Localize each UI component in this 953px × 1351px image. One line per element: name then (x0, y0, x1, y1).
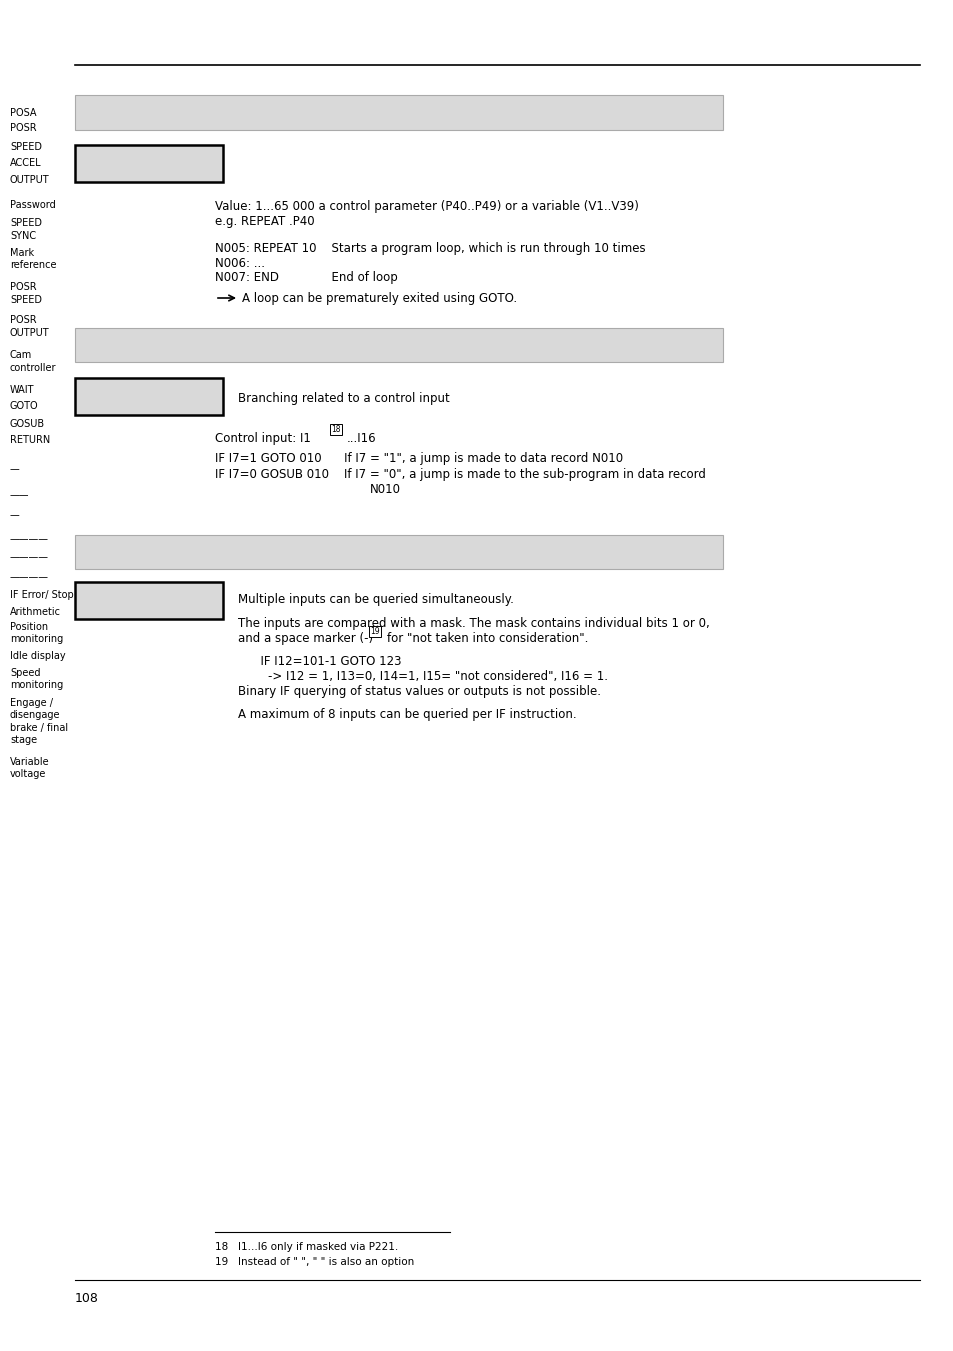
Text: POSR: POSR (10, 315, 36, 326)
Text: -> I12 = 1, I13=0, I14=1, I15= "not considered", I16 = 1.: -> I12 = 1, I13=0, I14=1, I15= "not cons… (237, 670, 607, 684)
Text: Engage /: Engage / (10, 698, 53, 708)
Text: monitoring: monitoring (10, 680, 63, 690)
Text: Mark: Mark (10, 249, 34, 258)
Text: e.g. REPEAT .P40: e.g. REPEAT .P40 (214, 215, 314, 228)
Text: controller: controller (10, 363, 56, 373)
Text: ——: —— (10, 490, 30, 500)
Text: GOSUB: GOSUB (10, 419, 45, 430)
Bar (75, 145, 223, 182)
Text: Binary IF querying of status values or outputs is not possible.: Binary IF querying of status values or o… (237, 685, 600, 698)
Text: Cam: Cam (10, 350, 32, 359)
Text: OUTPUT: OUTPUT (10, 176, 50, 185)
Text: Speed: Speed (10, 667, 40, 678)
Text: brake / final: brake / final (10, 723, 68, 734)
Text: 18: 18 (331, 426, 340, 434)
Text: voltage: voltage (10, 769, 47, 780)
Text: N005: REPEAT 10    Starts a program loop, which is run through 10 times: N005: REPEAT 10 Starts a program loop, w… (214, 242, 645, 255)
Text: N006: ...: N006: ... (214, 257, 265, 270)
Text: —: — (10, 509, 20, 520)
Text: for "not taken into consideration".: for "not taken into consideration". (387, 632, 588, 644)
Bar (75, 95, 722, 130)
Text: Arithmetic: Arithmetic (10, 607, 61, 617)
Text: 19   Instead of " ", " " is also an option: 19 Instead of " ", " " is also an option (214, 1256, 414, 1267)
Text: Control input: I1: Control input: I1 (214, 432, 311, 444)
Text: IF Error/ Stop: IF Error/ Stop (10, 590, 73, 600)
Text: Value: 1...65 000 a control parameter (P40..P49) or a variable (V1..V39): Value: 1...65 000 a control parameter (P… (214, 200, 639, 213)
Text: SYNC: SYNC (10, 231, 36, 240)
Text: POSR: POSR (10, 123, 36, 132)
Text: 18   I1...I6 only if masked via P221.: 18 I1...I6 only if masked via P221. (214, 1242, 397, 1252)
Text: disengage: disengage (10, 711, 60, 720)
Bar (75, 328, 722, 362)
Text: POSR: POSR (10, 282, 36, 292)
Text: Password: Password (10, 200, 55, 209)
Bar (75, 582, 223, 619)
Text: monitoring: monitoring (10, 634, 63, 644)
Text: ————: ———— (10, 534, 49, 544)
Bar (75, 535, 722, 569)
Text: GOTO: GOTO (10, 401, 38, 411)
Text: SPEED: SPEED (10, 218, 42, 228)
Text: ...I16: ...I16 (347, 432, 376, 444)
Text: N010: N010 (370, 484, 400, 496)
Text: The inputs are compared with a mask. The mask contains individual bits 1 or 0,: The inputs are compared with a mask. The… (237, 617, 709, 630)
Text: Multiple inputs can be queried simultaneously.: Multiple inputs can be queried simultane… (237, 593, 514, 607)
Text: ————: ———— (10, 571, 49, 582)
Text: SPEED: SPEED (10, 295, 42, 305)
Text: SPEED: SPEED (10, 142, 42, 153)
Text: reference: reference (10, 259, 56, 270)
Text: Idle display: Idle display (10, 651, 66, 661)
Text: and a space marker (-): and a space marker (-) (237, 632, 373, 644)
Text: Variable: Variable (10, 757, 50, 767)
Text: ————: ———— (10, 553, 49, 562)
Text: WAIT: WAIT (10, 385, 34, 394)
Text: A maximum of 8 inputs can be queried per IF instruction.: A maximum of 8 inputs can be queried per… (237, 708, 576, 721)
Text: RETURN: RETURN (10, 435, 51, 444)
Text: IF I7=0 GOSUB 010    If I7 = "0", a jump is made to the sub-program in data reco: IF I7=0 GOSUB 010 If I7 = "0", a jump is… (214, 467, 705, 481)
Text: IF I12=101-1 GOTO 123: IF I12=101-1 GOTO 123 (237, 655, 401, 667)
Text: —: — (10, 463, 20, 474)
Text: POSA: POSA (10, 108, 36, 118)
Text: Branching related to a control input: Branching related to a control input (237, 392, 449, 405)
Bar (75, 378, 223, 415)
Text: OUTPUT: OUTPUT (10, 328, 50, 338)
Text: N007: END              End of loop: N007: END End of loop (214, 272, 397, 284)
Text: 19: 19 (370, 627, 379, 636)
Text: ACCEL: ACCEL (10, 158, 42, 168)
Text: Position: Position (10, 621, 48, 632)
Text: 108: 108 (75, 1292, 99, 1305)
Text: stage: stage (10, 735, 37, 744)
Text: A loop can be prematurely exited using GOTO.: A loop can be prematurely exited using G… (242, 292, 517, 305)
Text: IF I7=1 GOTO 010      If I7 = "1", a jump is made to data record N010: IF I7=1 GOTO 010 If I7 = "1", a jump is … (214, 453, 622, 465)
